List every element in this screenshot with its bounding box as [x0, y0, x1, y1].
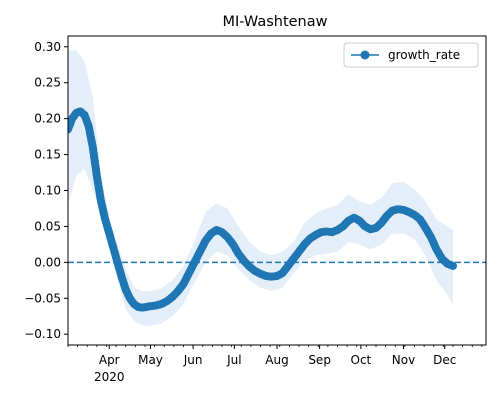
y-tick-label: 0.20 [34, 112, 61, 126]
legend: growth_rate [343, 42, 479, 68]
x-tick-label: Dec [433, 353, 456, 367]
x-tick-label: Apr [99, 353, 120, 367]
data-point [449, 261, 457, 270]
legend-box [343, 42, 479, 68]
y-tick-label: 0.05 [34, 219, 61, 233]
y-tick-label: 0.00 [34, 255, 61, 269]
y-tick-label: 0.25 [34, 76, 61, 90]
x-tick-label: May [138, 353, 163, 367]
chart-title: MI-Washtenaw [222, 14, 327, 30]
x-tick-label: Oct [351, 353, 372, 367]
x-tick-label: Jun [183, 353, 203, 367]
axes: −0.10 −0.05 0.00 0.05 0.10 0.15 0.20 0.25 0.30 Ap… [24, 35, 487, 384]
y-tick-label: 0.10 [34, 184, 61, 198]
legend-marker-sample [360, 50, 370, 60]
x-year-label: 2020 [94, 370, 125, 384]
plot-area [68, 50, 486, 326]
legend-label: growth_rate [388, 48, 460, 62]
y-tick-label: 0.30 [34, 40, 61, 54]
series-markers [68, 107, 457, 312]
x-tick-label: Sep [308, 353, 331, 367]
y-tick-label: 0.15 [34, 148, 61, 162]
x-tick-label: Nov [392, 353, 415, 367]
y-tick-label: −0.05 [24, 291, 61, 305]
x-tick-label: Jul [226, 353, 241, 367]
plot-inner [68, 50, 486, 326]
x-tick-label: Aug [265, 353, 288, 367]
y-tick-label: −0.10 [24, 327, 61, 341]
